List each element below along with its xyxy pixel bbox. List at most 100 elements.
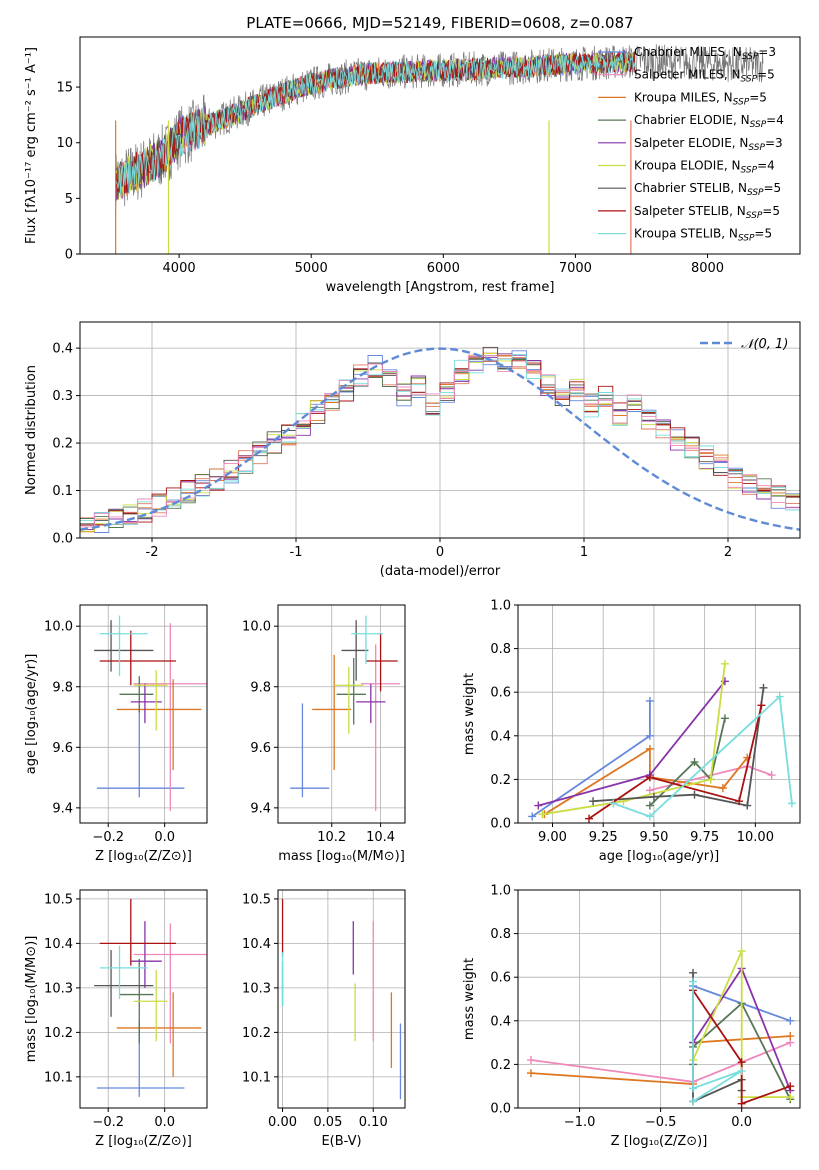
plot-area	[94, 615, 207, 811]
legend: Chabrier MILES, NSSP=3 Salpeter MILES, NS…	[598, 45, 784, 244]
legend-subscript: SSP	[738, 234, 755, 244]
residual-histogram	[80, 355, 800, 528]
panel-age-vs-Z: −0.2 0.0 9.4 9.6 9.8 10.0 Z [log₁₀(Z/Z⊙)] age […	[24, 604, 208, 864]
weight-line	[692, 972, 743, 1103]
weight-marker	[649, 792, 658, 801]
y-tick-label: 10.2	[44, 1026, 73, 1041]
weight-marker	[737, 1099, 746, 1108]
legend-value: =5	[757, 68, 775, 82]
y-tick-label: 0.2	[490, 1058, 511, 1073]
x-tick-label: −1.0	[564, 1115, 596, 1130]
y-tick-label: 10.1	[242, 1070, 271, 1085]
x-tick-label: 9.25	[589, 830, 618, 845]
weight-line	[543, 747, 749, 816]
x-axis-label: age [log₁₀(age/yr)]	[599, 849, 720, 864]
legend-subscript: SSP	[741, 75, 758, 85]
x-tick-label: 8000	[691, 261, 724, 276]
weight-marker	[737, 947, 746, 956]
plot-area	[290, 615, 401, 811]
x-tick-label: 10.2	[317, 830, 346, 845]
axes-frame	[277, 604, 406, 824]
weight-marker	[786, 1093, 795, 1102]
weight-marker	[767, 771, 776, 780]
x-tick-label: 0.10	[359, 1115, 388, 1130]
weight-marker	[609, 799, 618, 808]
panel-mass-vs-Z: −0.2 0.0 10.1 10.2 10.3 10.4 10.5 Z [log₁₀(Z/Z⊙…	[24, 889, 208, 1149]
legend-subscript: SSP	[742, 52, 759, 62]
y-tick-label: 1.0	[490, 884, 511, 899]
legend-label: 𝒩(0, 1)	[741, 337, 788, 352]
y-axis-label: Flux [fλ10⁻¹⁷ erg cm⁻² s⁻¹ A⁻¹]	[24, 47, 39, 244]
weight-marker	[645, 696, 654, 705]
weight-marker	[645, 773, 654, 782]
weight-line	[588, 705, 763, 820]
y-tick-label: 10.3	[44, 981, 73, 996]
weight-marker	[645, 812, 654, 821]
x-tick-label: 5000	[295, 261, 328, 276]
legend-label: Chabrier MILES, NSSP=3	[634, 45, 776, 62]
y-tick-label: 10.4	[44, 937, 73, 952]
y-tick-label: 0.0	[490, 817, 511, 832]
y-tick-label: 0.4	[52, 342, 73, 357]
legend-subscript: SSP	[746, 211, 763, 221]
y-tick-label: 0.6	[490, 686, 511, 701]
legend-label: Chabrier STELIB, NSSP=5	[634, 181, 781, 198]
weight-line	[613, 694, 793, 818]
weight-marker	[759, 683, 768, 692]
weight-marker	[786, 1016, 795, 1025]
x-axis-label: Z [log₁₀(Z/Z⊙)]	[611, 1134, 708, 1149]
y-tick-label: 10.3	[242, 981, 271, 996]
y-axis-label: mass weight	[462, 673, 477, 755]
x-tick-label: 4000	[163, 261, 196, 276]
weight-marker	[737, 1066, 746, 1075]
weight-marker	[689, 968, 698, 977]
weight-marker	[534, 801, 543, 810]
axes-frame	[517, 604, 801, 824]
y-tick-label: 9.4	[52, 801, 73, 816]
weight-marker	[589, 797, 598, 806]
y-tick-label: 10.2	[242, 1026, 271, 1041]
legend-label: Kroupa MILES, NSSP=5	[634, 90, 767, 107]
legend-subscript: SSP	[750, 120, 767, 130]
x-tick-label: 0.0	[731, 1115, 752, 1130]
legend-subscript: SSP	[748, 143, 765, 153]
weight-marker	[720, 659, 729, 668]
panel-mass-vs-ebv: 0.00 0.05 0.10 10.1 10.2 10.3 10.4 10.5 E(B-V)	[242, 889, 406, 1149]
legend-subscript: SSP	[733, 97, 750, 107]
weight-marker	[786, 1082, 795, 1091]
x-tick-label: 0.0	[154, 830, 175, 845]
weight-marker	[690, 790, 699, 799]
x-tick-label: −0.2	[92, 830, 124, 845]
weight-marker	[689, 1097, 698, 1106]
x-axis-label: (data-model)/error	[380, 564, 501, 579]
residual-histogram	[80, 350, 800, 533]
weight-marker	[786, 1032, 795, 1041]
x-tick-label: 10.00	[737, 830, 774, 845]
plot-area	[80, 346, 800, 533]
weight-marker	[787, 799, 796, 808]
y-axis-label: mass weight	[462, 958, 477, 1040]
figure-title: PLATE=0666, MJD=52149, FIBERID=0608, z=0…	[246, 14, 633, 32]
y-axis-label: Normed distribution	[24, 365, 39, 495]
weight-marker	[743, 801, 752, 810]
weight-marker	[718, 784, 727, 793]
weight-marker	[689, 977, 698, 986]
legend-subscript: SSP	[741, 166, 758, 176]
y-tick-label: 9.6	[52, 741, 73, 756]
x-tick-label: -2	[146, 545, 159, 560]
residual-histogram	[80, 354, 800, 525]
x-tick-label: 2	[724, 545, 732, 560]
plot-area	[528, 659, 796, 823]
x-tick-label: 0	[436, 545, 444, 560]
y-tick-label: 9.6	[250, 741, 271, 756]
x-tick-label: 9.50	[639, 830, 668, 845]
axes-frame	[517, 889, 801, 1109]
legend-label: Salpeter MILES, NSSP=5	[634, 68, 775, 85]
legend-value: =5	[762, 204, 780, 218]
x-axis-label: Z [log₁₀(Z/Z⊙)]	[95, 1134, 192, 1149]
x-tick-label: 0.00	[268, 1115, 297, 1130]
panel-weight-vs-Z: −1.0 −0.5 0.0 0.0 0.2 0.4 0.6 0.8 1.0 Z [log₁₀(Z/…	[462, 884, 801, 1149]
normal-curve	[80, 347, 800, 531]
legend-label: Kroupa ELODIE, NSSP=4	[634, 159, 775, 176]
y-tick-label: 10	[56, 136, 73, 151]
